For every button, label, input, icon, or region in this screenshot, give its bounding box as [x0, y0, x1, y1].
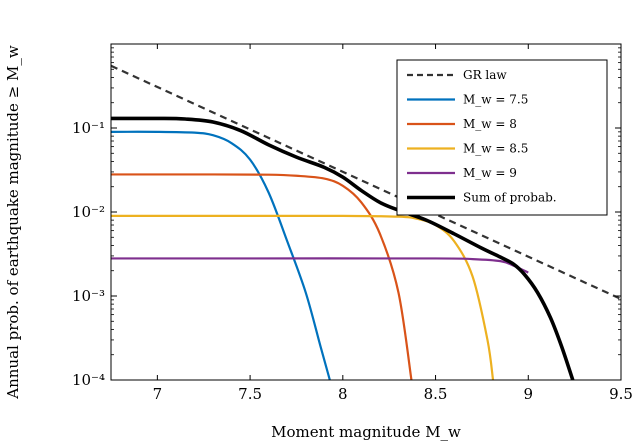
x-tick-label: 7.5	[238, 385, 262, 403]
series-layer	[111, 64, 621, 380]
series-line-m-w-8-5	[111, 214, 495, 380]
y-axis-label: Annual prob. of earthquake magnitude ≥ M…	[4, 45, 22, 400]
x-tick-label: 9	[523, 385, 533, 403]
legend-label-m-w-9: M_w = 9	[463, 166, 517, 180]
y-tick-label: 10⁻¹	[72, 119, 105, 137]
legend-label-m-w-8-5: M_w = 8.5	[463, 142, 528, 156]
major-ticks	[111, 44, 622, 381]
tick-labels: 7 7.5 8 8.5 9 9.5 10⁻⁴ 10⁻³ 10⁻² 10⁻¹	[72, 119, 633, 403]
legend: GR law M_w = 7.5 M_w = 8 M_w = 8.5 M_w = 9 Su…	[396, 59, 608, 216]
legend-label-sum-of-probab: Sum of probab.	[463, 191, 557, 205]
legend-label-gr-law: GR law	[463, 68, 507, 82]
y-tick-label: 10⁻⁴	[72, 371, 105, 389]
x-tick-label: 7	[153, 385, 163, 403]
x-tick-label: 8	[338, 385, 348, 403]
legend-label-m-w-8: M_w = 8	[463, 117, 517, 131]
legend-box	[396, 59, 608, 216]
series-line-gr-law	[111, 64, 621, 301]
x-axis-label: Moment magnitude M_w	[271, 423, 461, 441]
series-line-m-w-7-5	[111, 130, 331, 380]
series-line-sum-of-probab	[111, 116, 575, 380]
series-line-m-w-8	[111, 173, 413, 380]
y-tick-label: 10⁻²	[72, 203, 105, 221]
x-tick-label: 9.5	[609, 385, 633, 403]
x-tick-label: 8.5	[424, 385, 448, 403]
legend-label-m-w-7-5: M_w = 7.5	[463, 93, 528, 107]
y-tick-label: 10⁻³	[72, 287, 105, 305]
